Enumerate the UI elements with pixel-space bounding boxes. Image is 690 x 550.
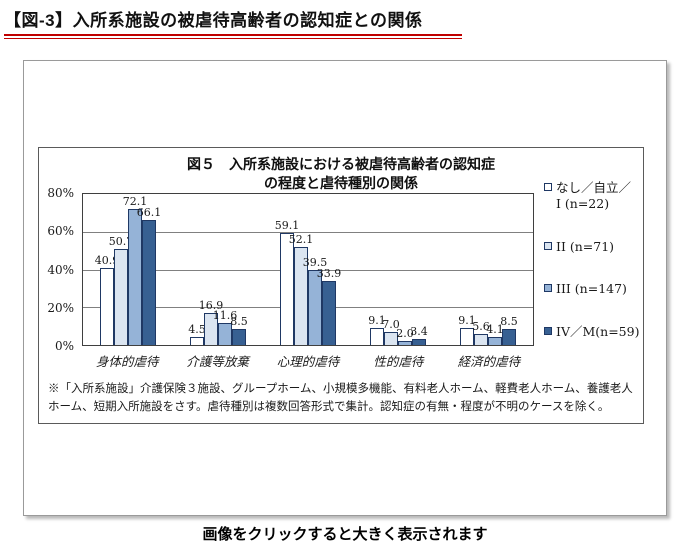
bar: 40.9 <box>95 254 119 345</box>
legend-item: III (n=147) <box>544 281 642 297</box>
chart-frame: 図５ 入所系施設における被虐待高齢者の認知症 の程度と虐待種別の関係 80% 60… <box>38 147 644 424</box>
y-tick-label: 80% <box>47 186 74 200</box>
legend-label: なし／自立／ I (n=22) <box>556 180 632 211</box>
x-axis-category-label: 経済的虐待 <box>457 354 521 369</box>
chart-title-line2: の程度と虐待種別の関係 <box>264 174 418 191</box>
figure-panel[interactable]: 図５ 入所系施設における被虐待高齢者の認知症 の程度と虐待種別の関係 80% 60… <box>23 60 667 516</box>
bar-group: 40.9 50.7 72.1 66.1 <box>83 194 173 345</box>
bar: 59.1 <box>275 219 299 345</box>
bar-value-label: 40.9 <box>94 253 120 267</box>
x-axis-category-label: 介護等放棄 <box>186 354 249 369</box>
x-axis-category-label: 性的虐待 <box>373 354 424 369</box>
x-axis-labels: 身体的虐待 介護等放棄 心理的虐待 性的虐待 経済的虐待 <box>82 351 534 370</box>
bar-group: 9.1 5.6 4.1 8.5 <box>443 194 533 345</box>
bar-value-label: 4.5 <box>188 322 206 336</box>
bar-value-label: 8.5 <box>230 314 248 328</box>
title-underline-thick <box>4 34 462 36</box>
bar-value-label: 8.5 <box>500 314 518 328</box>
y-tick-label: 20% <box>47 300 74 315</box>
bar: 50.7 <box>109 235 133 345</box>
bar-value-label: 9.1 <box>458 313 476 327</box>
bar-value-label: 11.6 <box>212 309 238 323</box>
bar-value-label: 3.4 <box>410 324 428 338</box>
y-tick-label: 40% <box>47 262 74 277</box>
legend-label: IV／M(n=59) <box>556 324 640 340</box>
bar: 5.6 <box>472 320 490 345</box>
bar: 3.4 <box>410 325 428 345</box>
bar: 66.1 <box>137 206 161 345</box>
bar: 9.1 <box>368 314 386 345</box>
title-underline-thin <box>4 38 462 39</box>
bar: 11.6 <box>213 309 237 345</box>
bar-value-label: 2.0 <box>396 327 414 341</box>
bar-group: 9.1 7.0 2.0 3.4 <box>353 194 443 345</box>
x-axis-category-label: 身体的虐待 <box>95 354 159 369</box>
legend-swatch <box>544 284 552 293</box>
legend-swatch <box>544 183 552 191</box>
legend-item: なし／自立／ I (n=22) <box>544 180 642 211</box>
bar-value-label: 66.1 <box>136 206 162 220</box>
y-axis: 80% 60% 40% 20% 0% <box>39 186 78 353</box>
footnote-line2: ホーム、短期入所施設をさす。虐待種別は複数回答形式で集計。認知症の有無・程度が不… <box>48 399 610 414</box>
bar-value-label: 52.1 <box>288 232 314 246</box>
bar-value-label: 39.5 <box>302 256 328 270</box>
bar: 52.1 <box>289 233 313 345</box>
bar-value-label: 33.9 <box>316 267 342 281</box>
bar-value-label: 5.6 <box>472 320 490 334</box>
caption: 画像をクリックすると大きく表示されます <box>202 526 488 543</box>
bar: 4.5 <box>188 323 206 345</box>
legend-label: II (n=71) <box>556 238 615 254</box>
bar-group: 4.5 16.9 11.6 8.5 <box>173 194 263 345</box>
chart-footnote: ※「入所系施設」介護保険３施設、グループホーム、小規模多機能、有料老人ホーム、軽… <box>48 379 635 416</box>
bar-value-label: 59.1 <box>274 219 300 233</box>
bar: 16.9 <box>199 299 223 345</box>
y-tick-label: 0% <box>54 339 74 353</box>
legend-swatch <box>544 327 552 336</box>
bar-groups: 40.9 50.7 72.1 66.1 4.5 16.9 11.6 8.5 59.1 52.1 39… <box>83 194 533 345</box>
bar-value-label: 72.1 <box>122 194 148 208</box>
bar: 2.0 <box>396 327 414 345</box>
bar: 7.0 <box>382 318 400 345</box>
legend-item: II (n=71) <box>544 239 642 255</box>
bar: 72.1 <box>123 195 147 345</box>
bar: 8.5 <box>500 315 518 345</box>
bar: 33.9 <box>317 267 341 345</box>
page-heading-block: 【図-3】入所系施設の被虐待高齢者の認知症との関係 <box>4 6 462 39</box>
bar-group: 59.1 52.1 39.5 33.9 <box>263 194 353 345</box>
bar: 9.1 <box>458 314 476 345</box>
bar: 8.5 <box>230 315 248 345</box>
chart-title: 図５ 入所系施設における被虐待高齢者の認知症 の程度と虐待種別の関係 <box>39 155 643 193</box>
bar: 39.5 <box>303 256 327 345</box>
legend-swatch <box>544 241 552 250</box>
bar-value-label: 50.7 <box>108 235 134 249</box>
chart-legend: なし／自立／ I (n=22) II (n=71) III (n=147) IV／M(… <box>544 180 642 340</box>
gridline <box>83 231 533 233</box>
y-tick-label: 60% <box>47 224 74 239</box>
bar-value-label: 4.1 <box>486 323 504 337</box>
chart-title-line1: 図５ 入所系施設における被虐待高齢者の認知症 <box>187 156 495 172</box>
bar: 4.1 <box>486 323 504 345</box>
bar-value-label: 7.0 <box>382 317 400 331</box>
plot-area: 40.9 50.7 72.1 66.1 4.5 16.9 11.6 8.5 59.1 52.1 39… <box>82 193 534 346</box>
legend-item: IV／M(n=59) <box>544 324 642 340</box>
bar-value-label: 9.1 <box>368 313 386 327</box>
page-title: 【図-3】入所系施設の被虐待高齢者の認知症との関係 <box>4 11 423 30</box>
x-axis-category-label: 心理的虐待 <box>276 354 340 369</box>
legend-label: III (n=147) <box>556 281 627 297</box>
footnote-line1: ※「入所系施設」介護保険３施設、グループホーム、小規模多機能、有料老人ホーム、軽… <box>48 381 633 395</box>
gridline <box>83 269 533 271</box>
bar-value-label: 16.9 <box>198 299 224 313</box>
